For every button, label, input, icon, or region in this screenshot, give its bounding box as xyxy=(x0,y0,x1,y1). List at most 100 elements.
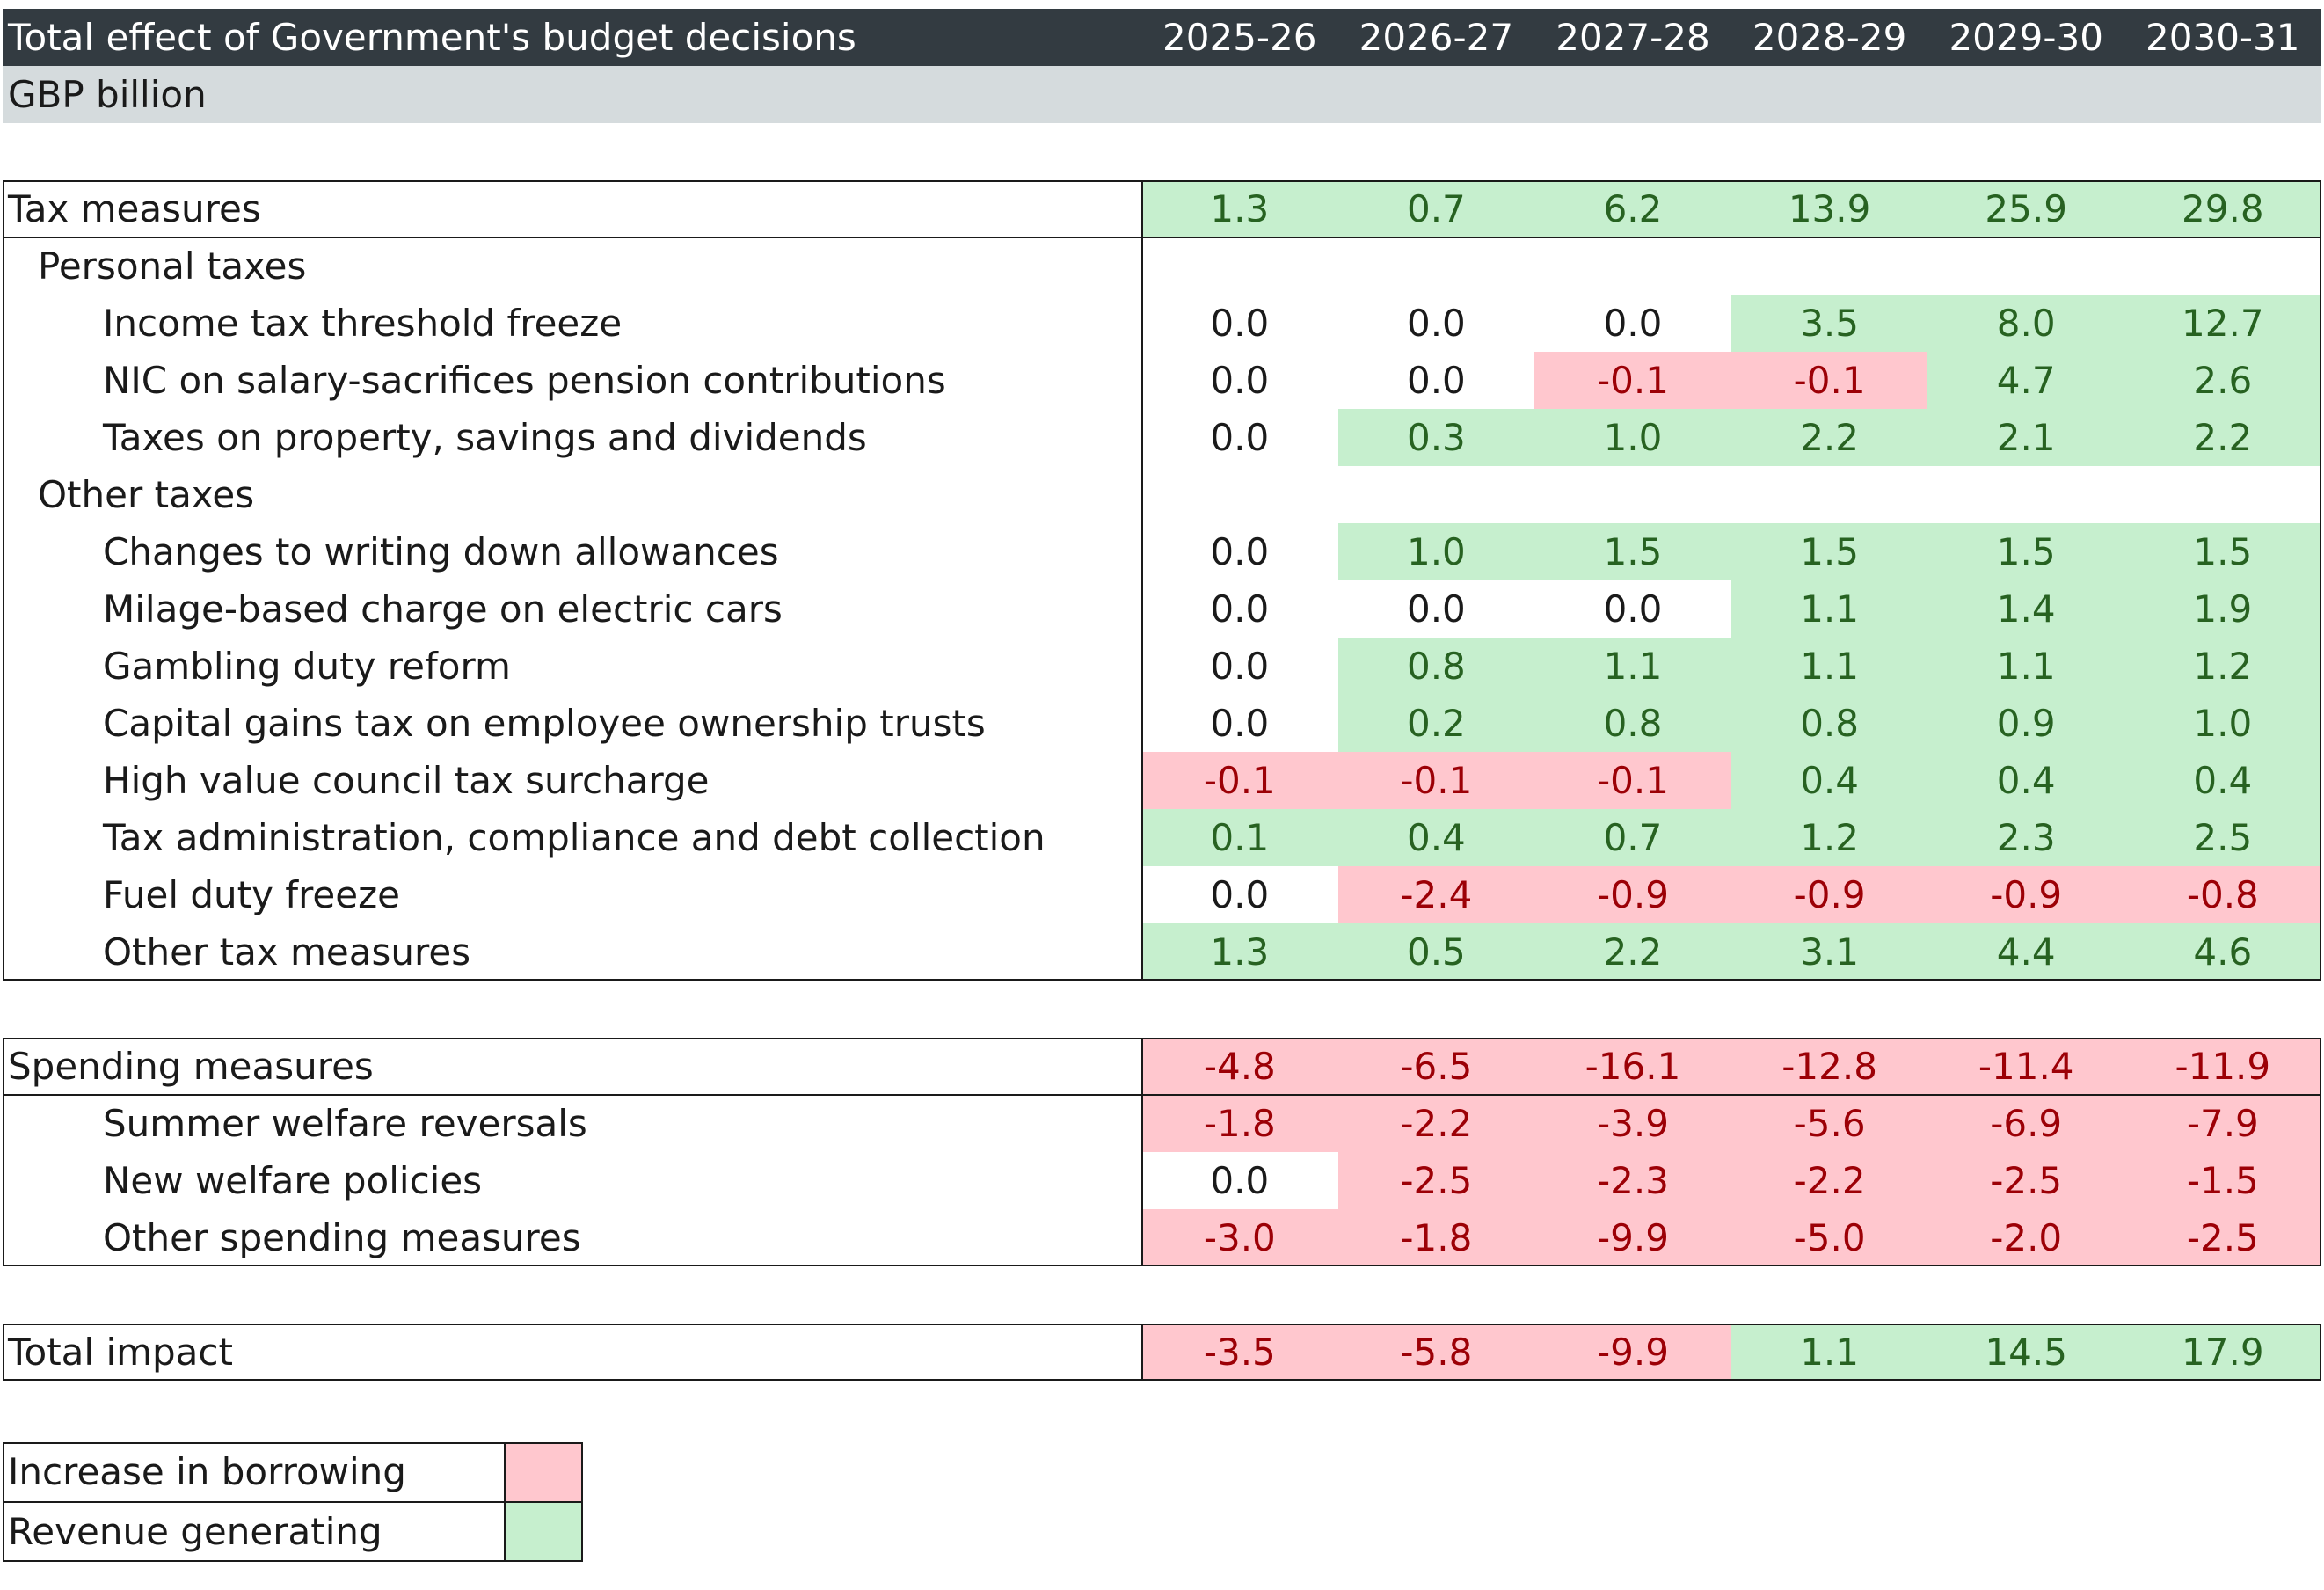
value-cell: 0.3 xyxy=(1337,409,1535,466)
value-cell: -11.9 xyxy=(2124,1038,2321,1095)
row-label: Personal taxes xyxy=(38,244,307,288)
value-cell: -9.9 xyxy=(1534,1209,1731,1266)
value-cell: 0.4 xyxy=(2124,752,2321,809)
value-cell: 0.0 xyxy=(1210,587,1270,631)
row-label: High value council tax surcharge xyxy=(103,759,710,802)
value-cell: -11.4 xyxy=(1927,1038,2124,1095)
row-label: Other taxes xyxy=(38,473,255,516)
column-divider xyxy=(1141,1038,1143,1266)
value-cell: -16.1 xyxy=(1534,1038,1731,1095)
value-cell: -0.1 xyxy=(1141,752,1338,809)
column-header: 2027-28 xyxy=(1555,16,1710,59)
value-cell: 1.5 xyxy=(2124,523,2321,580)
value-cell: 0.7 xyxy=(1534,809,1731,866)
value-cell: 0.4 xyxy=(1927,752,2124,809)
value-cell: 2.1 xyxy=(1927,409,2124,466)
row-label: Taxes on property, savings and dividends xyxy=(103,416,867,459)
value-cell: 17.9 xyxy=(2124,1324,2321,1381)
value-cell: 2.2 xyxy=(1534,923,1731,981)
row-label: Tax administration, compliance and debt … xyxy=(103,816,1045,859)
value-cell: 13.9 xyxy=(1730,180,1928,237)
legend-label: Revenue generating xyxy=(8,1510,382,1553)
row-label: Gambling duty reform xyxy=(103,645,511,688)
value-cell: -2.5 xyxy=(1927,1152,2124,1209)
legend-swatch xyxy=(504,1442,583,1502)
column-header: 2028-29 xyxy=(1752,16,1907,59)
value-cell: 0.0 xyxy=(1210,530,1270,573)
column-header: 2026-27 xyxy=(1359,16,1514,59)
value-cell: -7.9 xyxy=(2124,1095,2321,1152)
value-cell: -6.9 xyxy=(1927,1095,2124,1152)
value-cell: 0.8 xyxy=(1730,695,1928,752)
column-divider xyxy=(1141,1324,1143,1381)
value-cell: 1.0 xyxy=(1337,523,1535,580)
value-cell: 0.0 xyxy=(1210,302,1270,345)
row-label: Fuel duty freeze xyxy=(103,873,400,916)
value-cell: 29.8 xyxy=(2124,180,2321,237)
section-border xyxy=(3,1324,2321,1381)
value-cell: 0.0 xyxy=(1210,873,1270,916)
value-cell: 1.1 xyxy=(1730,1324,1928,1381)
value-cell: 2.3 xyxy=(1927,809,2124,866)
value-cell: 0.0 xyxy=(1603,587,1663,631)
value-cell: 1.2 xyxy=(1730,809,1928,866)
value-cell: -2.2 xyxy=(1337,1095,1535,1152)
value-cell: 1.5 xyxy=(1927,523,2124,580)
value-cell: 0.8 xyxy=(1534,695,1731,752)
total-row-divider xyxy=(3,1094,2321,1096)
value-cell: 0.0 xyxy=(1210,416,1270,459)
value-cell: -2.4 xyxy=(1337,866,1535,923)
value-cell: -0.9 xyxy=(1534,866,1731,923)
section-total-label: Spending measures xyxy=(8,1045,374,1088)
value-cell: 2.5 xyxy=(2124,809,2321,866)
value-cell: 0.8 xyxy=(1337,638,1535,695)
value-cell: 1.4 xyxy=(1927,580,2124,638)
value-cell: -0.1 xyxy=(1534,352,1731,409)
row-label: Changes to writing down allowances xyxy=(103,530,779,573)
value-cell: 0.0 xyxy=(1406,587,1466,631)
value-cell: 3.1 xyxy=(1730,923,1928,981)
row-label: Other spending measures xyxy=(103,1216,581,1259)
row-label: New welfare policies xyxy=(103,1159,483,1202)
value-cell: -1.8 xyxy=(1337,1209,1535,1266)
legend-row-divider xyxy=(3,1501,583,1503)
row-label: Milage-based charge on electric cars xyxy=(103,587,783,631)
value-cell: -0.9 xyxy=(1927,866,2124,923)
value-cell: -9.9 xyxy=(1534,1324,1731,1381)
value-cell: 1.9 xyxy=(2124,580,2321,638)
value-cell: -5.0 xyxy=(1730,1209,1928,1266)
legend-swatch xyxy=(504,1502,583,1562)
section-total-label: Tax measures xyxy=(8,187,261,230)
table-title: Total effect of Government's budget deci… xyxy=(3,9,2321,66)
value-cell: -2.0 xyxy=(1927,1209,2124,1266)
value-cell: -3.0 xyxy=(1141,1209,1338,1266)
value-cell: 6.2 xyxy=(1534,180,1731,237)
value-cell: 4.6 xyxy=(2124,923,2321,981)
value-cell: 1.1 xyxy=(1730,638,1928,695)
value-cell: 1.3 xyxy=(1141,923,1338,981)
value-cell: -5.8 xyxy=(1337,1324,1535,1381)
value-cell: 3.5 xyxy=(1730,295,1928,352)
value-cell: 1.5 xyxy=(1730,523,1928,580)
value-cell: -0.1 xyxy=(1534,752,1731,809)
value-cell: -0.1 xyxy=(1337,752,1535,809)
value-cell: -5.6 xyxy=(1730,1095,1928,1152)
row-label: Summer welfare reversals xyxy=(103,1102,587,1145)
value-cell: -4.8 xyxy=(1141,1038,1338,1095)
value-cell: 1.1 xyxy=(1927,638,2124,695)
value-cell: 0.1 xyxy=(1141,809,1338,866)
value-cell: 1.1 xyxy=(1534,638,1731,695)
row-label: Income tax threshold freeze xyxy=(103,302,623,345)
section-border xyxy=(3,1038,2321,1266)
value-cell: 0.0 xyxy=(1210,359,1270,402)
value-cell: 0.4 xyxy=(1337,809,1535,866)
value-cell: -0.9 xyxy=(1730,866,1928,923)
value-cell: -12.8 xyxy=(1730,1038,1928,1095)
value-cell: 14.5 xyxy=(1927,1324,2124,1381)
value-cell: 12.7 xyxy=(2124,295,2321,352)
value-cell: 0.0 xyxy=(1210,702,1270,745)
value-cell: 0.7 xyxy=(1337,180,1535,237)
value-cell: 0.5 xyxy=(1337,923,1535,981)
value-cell: 0.4 xyxy=(1730,752,1928,809)
value-cell: -6.5 xyxy=(1337,1038,1535,1095)
